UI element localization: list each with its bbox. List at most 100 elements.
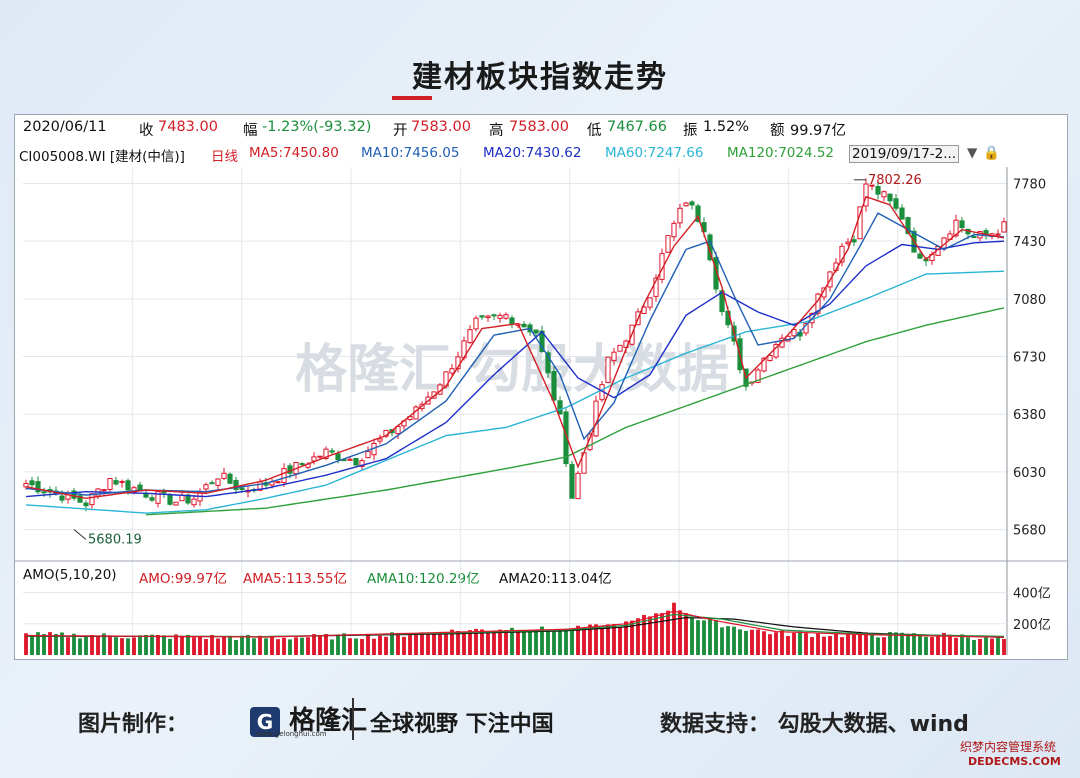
ma-code: CI005008.WI [建材(中信)] xyxy=(19,149,185,165)
volume-bar xyxy=(96,636,100,655)
candle xyxy=(101,489,107,492)
candle xyxy=(275,481,281,484)
annotation-label: 7802.26 xyxy=(868,173,922,188)
volume-bar xyxy=(972,639,976,655)
volume-bar xyxy=(690,617,694,655)
volume-bar xyxy=(102,633,106,655)
candle xyxy=(233,479,239,490)
volume-tick-label: 400亿 xyxy=(1013,587,1051,602)
volume-bar xyxy=(576,625,580,655)
volume-bar xyxy=(870,635,874,655)
volume-bar xyxy=(900,632,904,655)
volume-bar xyxy=(42,634,46,655)
volume-bar xyxy=(72,633,76,655)
volume-bar xyxy=(822,636,826,655)
candle xyxy=(311,456,317,462)
volume-bar xyxy=(678,610,682,655)
candle xyxy=(77,495,83,503)
volume-bar xyxy=(642,614,646,655)
candle xyxy=(689,201,695,206)
brand-g-icon: G xyxy=(250,706,280,737)
volume-bar xyxy=(492,630,496,655)
volume-bar xyxy=(990,638,994,655)
ama10-value: AMA10:120.29亿 xyxy=(367,571,480,587)
volume-bar xyxy=(132,637,136,655)
candle xyxy=(299,463,305,466)
volume-bar xyxy=(90,635,94,655)
candle xyxy=(713,257,719,290)
volume-bar xyxy=(612,623,616,655)
candle xyxy=(791,329,797,337)
candle xyxy=(83,502,89,507)
volume-bar xyxy=(978,638,982,655)
candlestick-chart: 7780 7430 7080 6730 6380 6030 5680 400亿 200亿 格隆汇 … xyxy=(15,167,1067,655)
candle xyxy=(323,448,329,459)
volume-bar xyxy=(960,634,964,655)
volume-bar xyxy=(582,628,586,655)
volume-bar xyxy=(462,632,466,655)
volume-bar xyxy=(360,638,364,655)
volume-bar xyxy=(672,602,676,655)
volume-bar xyxy=(126,638,130,655)
ma20-line xyxy=(25,240,1005,498)
info-open-label: 开 xyxy=(393,123,408,139)
volume-bar xyxy=(426,632,430,655)
date-range-selector[interactable]: 2019/09/17-2... xyxy=(849,145,960,163)
volume-bar xyxy=(348,638,352,655)
info-high: 7583.00 xyxy=(509,119,569,135)
chart-title: 建材板块指数走势 xyxy=(412,60,668,95)
volume-bar xyxy=(456,631,460,655)
candle xyxy=(665,235,671,253)
volume-bar xyxy=(390,632,394,655)
candle xyxy=(611,351,617,361)
volume-bar xyxy=(420,632,424,655)
volume-bar xyxy=(786,636,790,655)
volume-bar xyxy=(528,630,532,655)
candle xyxy=(683,202,689,207)
volume-legend: AMO(5,10,20) AMO:99.97亿 AMA5:113.55亿 AMA… xyxy=(15,567,1067,587)
volume-bar xyxy=(702,620,706,655)
candle xyxy=(329,450,335,453)
volume-bar xyxy=(306,637,310,655)
dropdown-arrow-icon[interactable]: ▼ xyxy=(967,145,978,161)
info-high-label: 高 xyxy=(489,123,504,139)
candle xyxy=(821,287,827,298)
candle xyxy=(569,464,575,499)
candle xyxy=(755,369,761,383)
volume-bar xyxy=(318,635,322,655)
title-underline xyxy=(392,96,432,100)
volume-bar xyxy=(432,632,436,655)
volume-bar xyxy=(792,632,796,655)
corner-watermark-url: DEDECMS.COM xyxy=(968,755,1061,768)
candle xyxy=(347,458,353,461)
brand-name: 格隆汇 xyxy=(289,706,368,736)
candle xyxy=(839,245,845,263)
volume-bar xyxy=(84,636,88,655)
ma-period: 日线 xyxy=(211,149,238,165)
watermark: 格隆汇 勾股大数据 xyxy=(295,340,729,400)
volume-bar xyxy=(354,638,358,655)
volume-bar xyxy=(378,635,382,655)
lock-icon[interactable]: 🔒 xyxy=(983,145,1000,161)
info-chg-label: 幅 xyxy=(243,123,258,139)
volume-bar xyxy=(66,637,70,655)
candle xyxy=(221,472,227,479)
volume-bar xyxy=(648,616,652,655)
candle xyxy=(497,314,503,319)
candle xyxy=(875,186,881,195)
candle xyxy=(125,480,131,491)
volume-bar xyxy=(288,639,292,655)
volume-bar xyxy=(810,637,814,655)
volume-bar xyxy=(534,630,538,655)
volume-bar xyxy=(240,635,244,655)
volume-bar xyxy=(282,637,286,655)
ma-legend: CI005008.WI [建材(中信)] 日线 MA5:7450.80 MA10… xyxy=(15,145,1067,165)
candle xyxy=(719,290,725,313)
candle xyxy=(995,233,1001,236)
volume-bar xyxy=(750,629,754,655)
candle xyxy=(971,236,977,239)
volume-bar xyxy=(726,626,730,655)
brand-logo: G 格隆汇 xyxy=(250,700,367,737)
candle xyxy=(575,472,581,500)
volume-bar xyxy=(876,637,880,655)
